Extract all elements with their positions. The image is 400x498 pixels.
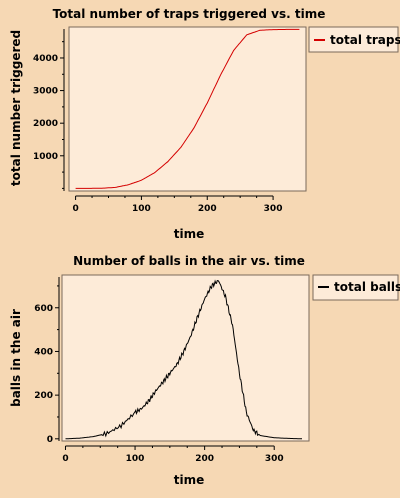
traps-x-tick-label: 0 — [72, 204, 78, 214]
balls-axes: 0 100 200 300 0 200 400 600 — [34, 277, 284, 464]
balls-y-tick-label: 200 — [34, 391, 53, 401]
balls-chart: Number of balls in the air vs. time 0 100… — [9, 254, 400, 487]
balls-series-line — [65, 279, 302, 440]
balls-y-tick-label: 600 — [34, 304, 53, 314]
traps-y-axis-label: total number triggered — [9, 30, 23, 186]
traps-legend-label: total traps — [330, 33, 400, 47]
balls-x-tick-label: 100 — [126, 454, 145, 464]
traps-y-tick-label: 2000 — [33, 119, 58, 129]
balls-legend-label: total balls — [334, 280, 400, 294]
traps-chart: Total number of traps triggered vs. time… — [9, 7, 400, 241]
traps-x-tick-label: 300 — [264, 204, 283, 214]
traps-y-tick-label: 3000 — [33, 87, 58, 97]
traps-x-axis-label: time — [174, 227, 205, 241]
balls-y-axis-label: balls in the air — [9, 309, 23, 407]
balls-legend: total balls — [312, 274, 400, 301]
traps-series-line — [75, 28, 300, 189]
traps-plot-area — [68, 26, 307, 192]
traps-chart-title: Total number of traps triggered vs. time — [53, 7, 326, 21]
traps-y-tick-label: 4000 — [33, 54, 58, 64]
balls-chart-title: Number of balls in the air vs. time — [73, 254, 305, 268]
balls-y-tick-label: 400 — [34, 347, 53, 357]
balls-x-tick-label: 0 — [62, 454, 68, 464]
balls-plot-area — [61, 274, 310, 442]
balls-y-tick-label: 0 — [47, 435, 53, 445]
balls-x-tick-label: 300 — [265, 454, 284, 464]
traps-axes: 0 100 200 300 1000 2000 3000 4000 — [33, 29, 283, 214]
traps-x-tick-label: 100 — [132, 204, 151, 214]
balls-series — [65, 279, 302, 440]
balls-x-tick-label: 200 — [195, 454, 214, 464]
traps-series — [75, 28, 300, 189]
balls-x-axis-label: time — [174, 473, 205, 487]
traps-x-tick-label: 200 — [198, 204, 217, 214]
traps-legend: total traps — [308, 26, 400, 53]
traps-y-tick-label: 1000 — [33, 152, 58, 162]
